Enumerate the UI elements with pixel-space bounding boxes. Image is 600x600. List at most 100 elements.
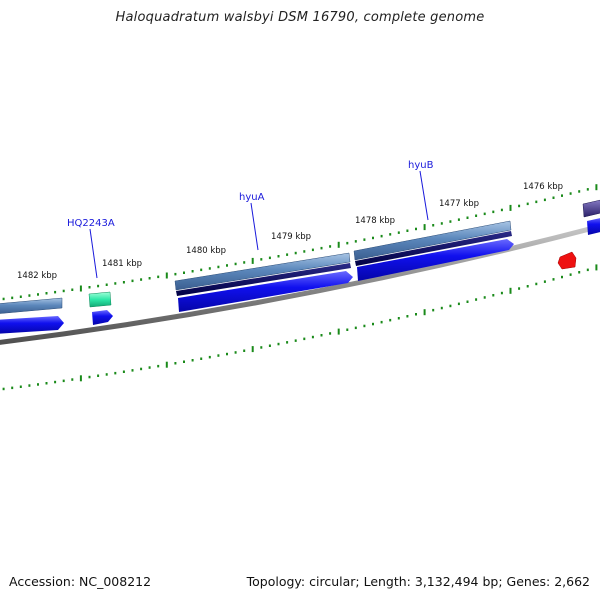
- outer-tick-mark: [200, 268, 203, 272]
- outer-tick-mark: [526, 202, 529, 206]
- outer-tick-mark: [423, 224, 426, 231]
- outer-tick-mark: [105, 283, 108, 286]
- inner-tick-mark: [586, 268, 589, 272]
- outer-tick-mark: [88, 286, 91, 289]
- inner-tick-mark: [432, 308, 435, 312]
- inner-tick-mark: [251, 346, 254, 353]
- inner-tick-mark: [569, 273, 572, 276]
- outer-tick-mark: [217, 265, 220, 269]
- inner-tick-mark: [286, 341, 289, 344]
- gene-label-hq2243a[interactable]: HQ2243A: [67, 218, 115, 229]
- gene-label-hyub[interactable]: hyuB: [408, 160, 434, 171]
- outer-tick-mark: [277, 255, 280, 258]
- outer-tick-mark: [28, 294, 31, 297]
- inner-tick-mark: [157, 364, 160, 368]
- inner-tick-mark: [148, 366, 151, 369]
- inner-tick-mark: [88, 375, 91, 379]
- outer-tick-mark: [320, 246, 323, 250]
- outer-tick-mark: [183, 271, 185, 274]
- inner-tick-mark: [483, 296, 486, 299]
- cds-arrow-hyub[interactable]: [357, 239, 514, 281]
- outer-tick-mark: [243, 261, 246, 264]
- cds-arrow-hq2243a[interactable]: [92, 310, 113, 325]
- outer-tick-mark: [157, 275, 160, 279]
- outer-tick-mark: [415, 227, 417, 231]
- accession-text: Accession: NC_008212: [9, 574, 152, 589]
- outer-tick-mark: [440, 222, 443, 225]
- gene-hyub[interactable]: [353, 220, 512, 261]
- outer-tick-mark: [45, 292, 48, 295]
- inner-tick-mark: [389, 318, 392, 322]
- tick-label-1478: 1478 kbp: [355, 216, 395, 226]
- outer-tick-mark: [535, 200, 538, 204]
- outer-tick-mark: [303, 250, 306, 253]
- outer-tick-mark: [251, 257, 254, 264]
- outer-tick-mark: [62, 289, 65, 293]
- tick-label-1477: 1477 kbp: [439, 199, 479, 209]
- outer-tick-mark: [578, 190, 581, 193]
- gene-hyua[interactable]: [174, 252, 351, 291]
- inner-tick-mark: [11, 386, 14, 390]
- inner-tick-ring: [2, 264, 598, 391]
- inner-tick-mark: [397, 317, 400, 320]
- inner-tick-mark: [449, 304, 452, 308]
- inner-tick-mark: [423, 309, 426, 316]
- inner-tick-mark: [578, 271, 581, 274]
- inner-tick-mark: [131, 369, 134, 372]
- outer-tick-mark: [346, 241, 349, 245]
- outer-tick-mark: [148, 277, 151, 280]
- inner-tick-mark: [440, 306, 443, 310]
- inner-tick-mark: [354, 326, 357, 330]
- inner-tick-mark: [105, 373, 108, 376]
- gene-hq2243a[interactable]: [88, 291, 112, 308]
- inner-tick-mark: [45, 382, 48, 385]
- inner-tick-mark: [54, 380, 57, 384]
- gene-left-edge[interactable]: [0, 297, 63, 314]
- genome-backbone: [0, 223, 600, 345]
- inner-tick-mark: [208, 355, 211, 359]
- tick-label-1481: 1481 kbp: [102, 259, 142, 269]
- outer-tick-mark: [595, 184, 598, 191]
- outer-tick-mark: [54, 290, 57, 294]
- tick-label-1482: 1482 kbp: [17, 271, 57, 281]
- outer-tick-mark: [286, 253, 289, 256]
- inner-tick-mark: [62, 379, 65, 383]
- inner-tick-mark: [97, 374, 100, 377]
- outer-tick-mark: [191, 270, 194, 273]
- outer-tick-mark: [449, 220, 452, 223]
- outer-tick-ring: [2, 184, 598, 301]
- outer-tick-mark: [475, 214, 478, 217]
- inner-tick-mark: [114, 371, 117, 375]
- inner-tick-mark: [19, 385, 22, 388]
- gene-label-hyua[interactable]: hyuA: [239, 192, 265, 203]
- inner-tick-mark: [294, 339, 297, 342]
- cds-arrow-left[interactable]: [0, 316, 64, 334]
- reverse-feature-red[interactable]: [557, 251, 577, 270]
- inner-tick-mark: [311, 335, 314, 339]
- leader-hyua: [250, 202, 259, 251]
- cds-arrow-right-edge[interactable]: [587, 217, 600, 235]
- gene-labels: HQ2243A hyuA hyuB: [67, 160, 434, 279]
- inner-tick-mark: [380, 320, 383, 324]
- inner-tick-mark: [543, 280, 546, 283]
- inner-tick-mark: [28, 384, 31, 387]
- inner-tick-mark: [320, 334, 323, 337]
- outer-tick-mark: [140, 278, 143, 281]
- outer-tick-mark: [165, 272, 168, 279]
- outer-tick-mark: [406, 229, 409, 232]
- tick-label-1480: 1480 kbp: [186, 246, 226, 256]
- inner-tick-mark: [363, 324, 366, 328]
- outer-tick-mark: [363, 238, 366, 241]
- inner-tick-mark: [174, 362, 177, 365]
- gene-right-edge[interactable]: [582, 199, 600, 218]
- cds-forward-track: [0, 217, 600, 334]
- cds-dark-hyub[interactable]: [355, 231, 512, 266]
- inner-tick-mark: [526, 285, 529, 288]
- inner-tick-mark: [406, 315, 409, 318]
- cds-dark-hyua[interactable]: [176, 263, 351, 296]
- cds-arrow-hyua[interactable]: [178, 271, 353, 312]
- outer-tick-mark: [19, 295, 22, 298]
- inner-tick-mark: [260, 346, 263, 349]
- inner-tick-mark: [234, 351, 237, 354]
